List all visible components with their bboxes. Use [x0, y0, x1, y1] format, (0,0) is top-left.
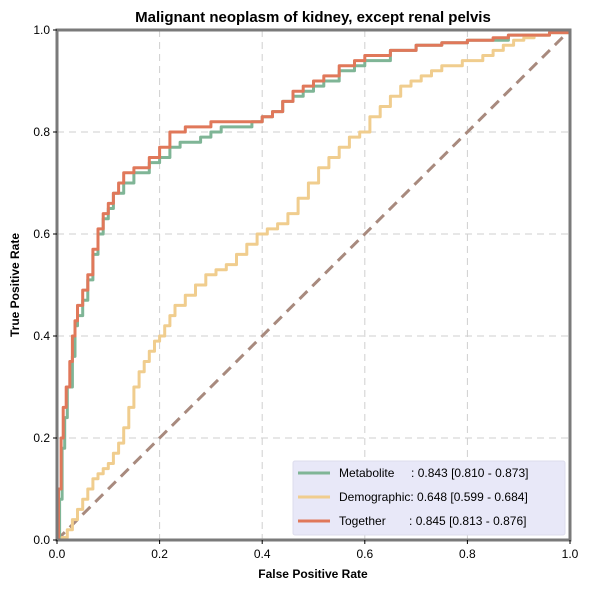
y-axis-label: True Positive Rate	[8, 233, 22, 337]
series-line-demographic	[57, 30, 572, 542]
x-tick-label: 0.6	[356, 547, 373, 561]
y-tick-label: 0.4	[33, 329, 50, 343]
plot-frame	[55, 28, 572, 542]
y-tick-label: 0.6	[33, 227, 50, 241]
grid	[57, 30, 570, 540]
y-tick-label: 1.0	[33, 23, 50, 37]
legend-label-demographic: Demographic: 0.648 [0.599 - 0.684]	[339, 490, 528, 504]
legend-label-together: Together : 0.845 [0.813 - 0.876]	[339, 514, 526, 528]
x-axis-label: False Positive Rate	[258, 567, 368, 581]
x-tick-label: 0.8	[459, 547, 476, 561]
legend-label-metabolite: Metabolite : 0.843 [0.810 - 0.873]	[339, 466, 528, 480]
y-tick-label: 0.8	[33, 125, 50, 139]
legend: Metabolite : 0.843 [0.810 - 0.873] Demogr…	[292, 460, 566, 536]
chance-line	[55, 28, 572, 542]
series-line-together	[57, 30, 572, 542]
series-lines	[57, 30, 572, 542]
x-tick-label: 0.4	[254, 547, 271, 561]
y-tick-label: 0.2	[33, 431, 50, 445]
legend-box	[292, 460, 566, 536]
x-tick-label: 0.0	[49, 547, 66, 561]
x-tick-label: 0.2	[151, 547, 168, 561]
chance-diagonal	[55, 28, 572, 542]
chart-title: Malignant neoplasm of kidney, except ren…	[135, 9, 491, 26]
y-tick-label: 0.0	[33, 533, 50, 547]
axis-ticks: 0.0 0.2 0.4 0.6 0.8 1.0 0.0 0.2 0.4 0.6 0.8 1.0	[33, 23, 578, 561]
x-tick-label: 1.0	[562, 547, 579, 561]
